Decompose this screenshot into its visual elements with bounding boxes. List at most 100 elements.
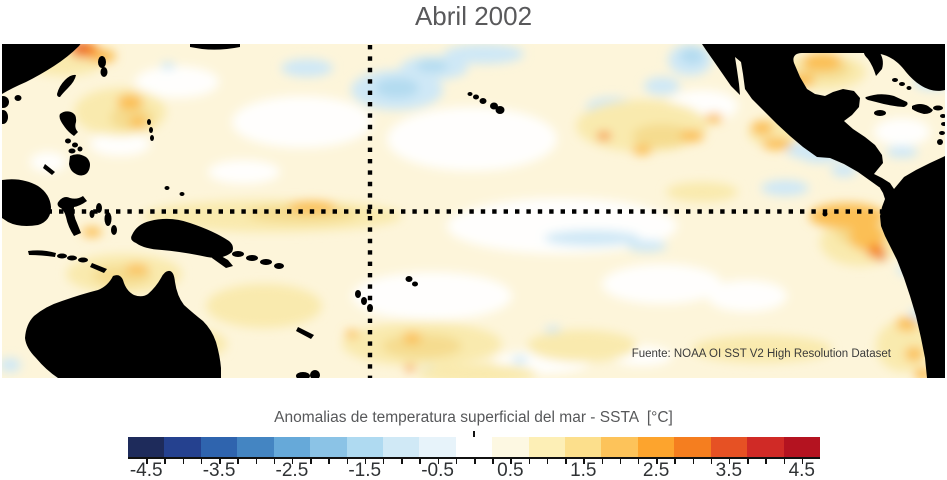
colorbar-tick bbox=[510, 459, 512, 464]
landmasses bbox=[0, 42, 947, 380]
colorbar-segment bbox=[637, 437, 675, 457]
colorbar-tick bbox=[200, 459, 203, 464]
map-canvas: Fuente: NOAA OI SST V2 High Resolution D… bbox=[0, 42, 947, 384]
colorbar-tick bbox=[656, 459, 658, 464]
colorbar-tick-label: -4.5 bbox=[129, 460, 163, 480]
colorbar-segment bbox=[419, 437, 456, 457]
colorbar-tick bbox=[310, 459, 312, 464]
colorbar-title: Anomalias de temperatura superficial del… bbox=[274, 409, 673, 426]
colorbar-tick bbox=[419, 459, 421, 464]
colorbar-tick-label: 0.5 bbox=[497, 460, 524, 480]
colorbar-segment bbox=[528, 437, 566, 457]
colorbar-segment bbox=[310, 437, 347, 457]
colorbar-tick bbox=[583, 459, 585, 464]
land-timor bbox=[90, 263, 107, 273]
colorbar-tick bbox=[382, 459, 385, 464]
colorbar-segment bbox=[455, 437, 493, 457]
colorbar-tick bbox=[710, 459, 713, 464]
colorbar-segment bbox=[273, 437, 311, 457]
land-moluccas bbox=[96, 203, 102, 213]
colorbar-segment bbox=[346, 437, 383, 457]
land-bahamas bbox=[892, 78, 912, 90]
colorbar-tick bbox=[273, 459, 276, 464]
colorbar-tick-label: -1.5 bbox=[348, 460, 382, 480]
land-aleutians bbox=[190, 44, 240, 50]
land-palawan bbox=[43, 164, 55, 175]
land-hispaniola bbox=[912, 104, 933, 114]
land-cuba bbox=[865, 94, 908, 107]
land-hawaii bbox=[467, 92, 505, 114]
colorbar-tick bbox=[328, 459, 330, 464]
land-borneo-sumatra bbox=[2, 179, 51, 226]
land-sulawesi bbox=[57, 196, 87, 236]
land-bismarck bbox=[197, 240, 213, 248]
colorbar-tick bbox=[455, 459, 458, 464]
colorbar-tick-label: 2.5 bbox=[642, 460, 670, 480]
colorbar-zero-tick bbox=[473, 431, 475, 437]
colorbar-tick bbox=[619, 459, 622, 464]
colorbar-tick bbox=[565, 459, 567, 464]
land-java bbox=[28, 250, 56, 257]
colorbar-tick bbox=[237, 459, 239, 464]
colorbar-segment bbox=[565, 437, 602, 457]
figure-title: Abril 2002 bbox=[414, 1, 533, 31]
colorbar-tick bbox=[728, 459, 731, 464]
colorbar-segment bbox=[237, 437, 274, 457]
land-japan bbox=[57, 74, 76, 97]
colorbar-segment bbox=[492, 437, 529, 457]
land-florida bbox=[864, 50, 883, 76]
land-kuril-islands bbox=[98, 56, 106, 68]
colorbar-labels: -4.5 -3.5 -2.5 -1.5 -0.5 0.5 1.5 2.5 3.5 4.5 bbox=[128, 460, 820, 480]
colorbar-tick bbox=[765, 459, 767, 464]
colorbar-tick bbox=[783, 459, 786, 464]
colorbar-tick bbox=[801, 459, 804, 464]
colorbar-segment bbox=[382, 437, 420, 457]
colorbar-tick-label: -0.5 bbox=[421, 460, 454, 480]
colorbar-tick bbox=[528, 459, 531, 464]
land-vanuatu-fiji bbox=[355, 276, 418, 312]
colorbar-tick bbox=[492, 459, 494, 464]
land-south-america bbox=[880, 156, 945, 378]
land-jamaica bbox=[874, 110, 886, 116]
colorbar-segment bbox=[164, 437, 201, 457]
land-new-guinea bbox=[131, 218, 233, 258]
colorbar-tick bbox=[182, 459, 185, 464]
colorbar-tick bbox=[291, 459, 294, 464]
colorbar-tick-label: -3.5 bbox=[202, 460, 236, 480]
colorbar-tick bbox=[474, 459, 476, 464]
land-new-caledonia bbox=[296, 327, 314, 339]
land-taiwan bbox=[14, 95, 22, 101]
colorbar-segment bbox=[710, 437, 748, 457]
colorbar-tick-label: -2.5 bbox=[275, 460, 309, 480]
colorbar-segment bbox=[200, 437, 238, 457]
colorbar bbox=[128, 437, 821, 459]
colorbar-tick bbox=[255, 459, 258, 464]
land-north-america bbox=[702, 44, 945, 192]
land-solomons bbox=[218, 247, 284, 269]
land-luzon bbox=[59, 111, 78, 136]
colorbar-tick bbox=[546, 459, 549, 464]
land-northeast-asia bbox=[2, 42, 82, 94]
land-mindanao bbox=[69, 154, 90, 176]
colorbar-tick bbox=[747, 459, 749, 464]
colorbar-ticks bbox=[128, 459, 820, 464]
colorbar-tick bbox=[637, 459, 640, 464]
colorbar-tick bbox=[164, 459, 166, 464]
colorbar-tick-label: 4.5 bbox=[788, 460, 816, 480]
colorbar-tick bbox=[401, 459, 403, 464]
land-galapagos bbox=[822, 211, 828, 217]
colorbar-tick bbox=[601, 459, 604, 464]
land-australia bbox=[25, 270, 221, 378]
land-micronesia bbox=[147, 119, 185, 196]
colorbar-segment bbox=[747, 437, 784, 457]
colorbar-tick-label: 3.5 bbox=[715, 460, 743, 480]
colorbar-tick bbox=[364, 459, 367, 464]
colorbar-tick bbox=[146, 459, 148, 464]
colorbar-tick bbox=[674, 459, 676, 464]
colorbar-segment bbox=[601, 437, 638, 457]
source-note: Fuente: NOAA OI SST V2 High Resolution D… bbox=[632, 348, 892, 360]
colorbar-tick-label: 1.5 bbox=[570, 460, 597, 480]
colorbar-tick bbox=[437, 459, 440, 464]
colorbar-tick bbox=[219, 459, 221, 464]
